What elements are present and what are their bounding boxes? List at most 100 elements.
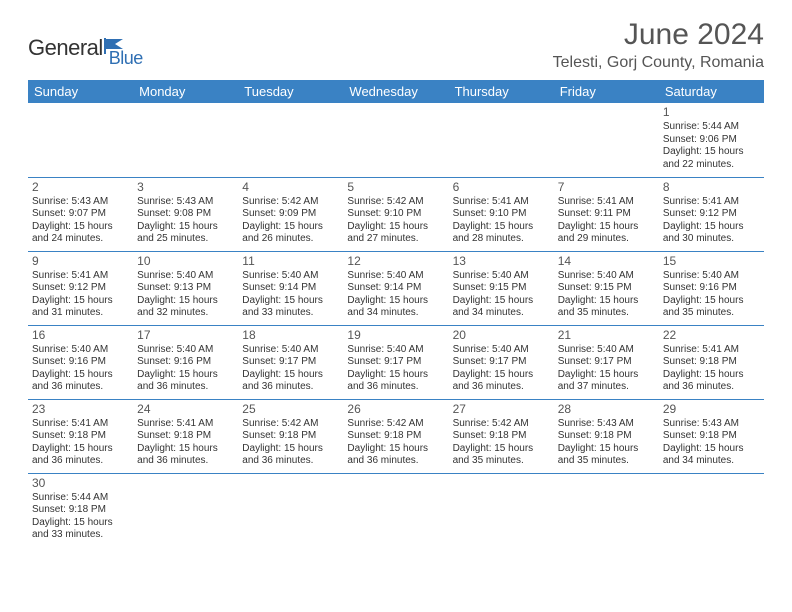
day-number: 8 [663, 180, 760, 195]
calendar-cell: 8Sunrise: 5:41 AMSunset: 9:12 PMDaylight… [659, 177, 764, 251]
daylight-text: and 36 minutes. [242, 455, 339, 468]
daylight-text: and 37 minutes. [558, 381, 655, 394]
sunset-text: Sunset: 9:09 PM [242, 208, 339, 221]
daylight-text: and 22 minutes. [663, 159, 760, 172]
calendar-cell-empty [343, 473, 448, 547]
day-number: 28 [558, 402, 655, 417]
calendar-cell-empty [554, 473, 659, 547]
calendar-cell: 12Sunrise: 5:40 AMSunset: 9:14 PMDayligh… [343, 251, 448, 325]
day-header-row: SundayMondayTuesdayWednesdayThursdayFrid… [28, 80, 764, 103]
calendar-cell: 16Sunrise: 5:40 AMSunset: 9:16 PMDayligh… [28, 325, 133, 399]
calendar-cell: 28Sunrise: 5:43 AMSunset: 9:18 PMDayligh… [554, 399, 659, 473]
day-number: 18 [242, 328, 339, 343]
daylight-text: Daylight: 15 hours [453, 295, 550, 308]
calendar-cell: 1Sunrise: 5:44 AMSunset: 9:06 PMDaylight… [659, 103, 764, 177]
calendar-cell: 7Sunrise: 5:41 AMSunset: 9:11 PMDaylight… [554, 177, 659, 251]
calendar-cell-empty [133, 473, 238, 547]
calendar-row: 16Sunrise: 5:40 AMSunset: 9:16 PMDayligh… [28, 325, 764, 399]
day-number: 20 [453, 328, 550, 343]
sunset-text: Sunset: 9:17 PM [242, 356, 339, 369]
calendar-row: 23Sunrise: 5:41 AMSunset: 9:18 PMDayligh… [28, 399, 764, 473]
calendar-cell: 10Sunrise: 5:40 AMSunset: 9:13 PMDayligh… [133, 251, 238, 325]
sunset-text: Sunset: 9:10 PM [347, 208, 444, 221]
daylight-text: and 34 minutes. [663, 455, 760, 468]
sunrise-text: Sunrise: 5:40 AM [242, 270, 339, 283]
calendar-cell: 29Sunrise: 5:43 AMSunset: 9:18 PMDayligh… [659, 399, 764, 473]
daylight-text: and 25 minutes. [137, 233, 234, 246]
sunrise-text: Sunrise: 5:42 AM [242, 196, 339, 209]
sunset-text: Sunset: 9:11 PM [558, 208, 655, 221]
sunset-text: Sunset: 9:14 PM [242, 282, 339, 295]
daylight-text: Daylight: 15 hours [242, 443, 339, 456]
daylight-text: Daylight: 15 hours [137, 221, 234, 234]
sunrise-text: Sunrise: 5:43 AM [137, 196, 234, 209]
calendar-row: 30Sunrise: 5:44 AMSunset: 9:18 PMDayligh… [28, 473, 764, 547]
sunset-text: Sunset: 9:16 PM [32, 356, 129, 369]
sunrise-text: Sunrise: 5:43 AM [558, 418, 655, 431]
day-number: 26 [347, 402, 444, 417]
day-header: Monday [133, 80, 238, 103]
calendar-row: 2Sunrise: 5:43 AMSunset: 9:07 PMDaylight… [28, 177, 764, 251]
sunset-text: Sunset: 9:14 PM [347, 282, 444, 295]
calendar-row: 1Sunrise: 5:44 AMSunset: 9:06 PMDaylight… [28, 103, 764, 177]
sunset-text: Sunset: 9:18 PM [663, 356, 760, 369]
daylight-text: Daylight: 15 hours [347, 221, 444, 234]
day-number: 25 [242, 402, 339, 417]
calendar-cell: 9Sunrise: 5:41 AMSunset: 9:12 PMDaylight… [28, 251, 133, 325]
calendar-cell: 17Sunrise: 5:40 AMSunset: 9:16 PMDayligh… [133, 325, 238, 399]
daylight-text: and 35 minutes. [558, 307, 655, 320]
sunset-text: Sunset: 9:18 PM [242, 430, 339, 443]
day-header: Saturday [659, 80, 764, 103]
daylight-text: and 36 minutes. [242, 381, 339, 394]
sunset-text: Sunset: 9:18 PM [558, 430, 655, 443]
day-number: 11 [242, 254, 339, 269]
sunset-text: Sunset: 9:10 PM [453, 208, 550, 221]
calendar-cell: 25Sunrise: 5:42 AMSunset: 9:18 PMDayligh… [238, 399, 343, 473]
daylight-text: Daylight: 15 hours [558, 369, 655, 382]
calendar-cell: 11Sunrise: 5:40 AMSunset: 9:14 PMDayligh… [238, 251, 343, 325]
daylight-text: and 35 minutes. [453, 455, 550, 468]
calendar-cell: 18Sunrise: 5:40 AMSunset: 9:17 PMDayligh… [238, 325, 343, 399]
sunrise-text: Sunrise: 5:40 AM [558, 344, 655, 357]
day-number: 30 [32, 476, 129, 491]
daylight-text: and 36 minutes. [32, 381, 129, 394]
daylight-text: Daylight: 15 hours [32, 517, 129, 530]
calendar-cell: 21Sunrise: 5:40 AMSunset: 9:17 PMDayligh… [554, 325, 659, 399]
calendar-cell: 26Sunrise: 5:42 AMSunset: 9:18 PMDayligh… [343, 399, 448, 473]
daylight-text: Daylight: 15 hours [347, 369, 444, 382]
logo-text-blue: Blue [109, 48, 143, 69]
calendar-cell-empty [238, 473, 343, 547]
daylight-text: Daylight: 15 hours [663, 369, 760, 382]
day-number: 9 [32, 254, 129, 269]
sunrise-text: Sunrise: 5:40 AM [32, 344, 129, 357]
daylight-text: Daylight: 15 hours [558, 221, 655, 234]
day-number: 17 [137, 328, 234, 343]
sunrise-text: Sunrise: 5:41 AM [32, 418, 129, 431]
daylight-text: Daylight: 15 hours [453, 369, 550, 382]
sunset-text: Sunset: 9:15 PM [453, 282, 550, 295]
day-number: 29 [663, 402, 760, 417]
calendar-cell: 4Sunrise: 5:42 AMSunset: 9:09 PMDaylight… [238, 177, 343, 251]
daylight-text: and 35 minutes. [558, 455, 655, 468]
daylight-text: Daylight: 15 hours [663, 295, 760, 308]
sunset-text: Sunset: 9:17 PM [558, 356, 655, 369]
daylight-text: and 35 minutes. [663, 307, 760, 320]
sunset-text: Sunset: 9:18 PM [453, 430, 550, 443]
sunset-text: Sunset: 9:06 PM [663, 134, 760, 147]
daylight-text: Daylight: 15 hours [32, 295, 129, 308]
sunset-text: Sunset: 9:08 PM [137, 208, 234, 221]
daylight-text: Daylight: 15 hours [347, 295, 444, 308]
sunset-text: Sunset: 9:18 PM [32, 430, 129, 443]
daylight-text: and 30 minutes. [663, 233, 760, 246]
month-title: June 2024 [553, 18, 764, 52]
calendar-cell: 30Sunrise: 5:44 AMSunset: 9:18 PMDayligh… [28, 473, 133, 547]
daylight-text: and 29 minutes. [558, 233, 655, 246]
sunrise-text: Sunrise: 5:40 AM [347, 344, 444, 357]
sunrise-text: Sunrise: 5:41 AM [137, 418, 234, 431]
sunrise-text: Sunrise: 5:42 AM [347, 196, 444, 209]
day-number: 2 [32, 180, 129, 195]
calendar-cell: 13Sunrise: 5:40 AMSunset: 9:15 PMDayligh… [449, 251, 554, 325]
calendar-cell: 14Sunrise: 5:40 AMSunset: 9:15 PMDayligh… [554, 251, 659, 325]
location: Telesti, Gorj County, Romania [553, 54, 764, 72]
sunset-text: Sunset: 9:15 PM [558, 282, 655, 295]
